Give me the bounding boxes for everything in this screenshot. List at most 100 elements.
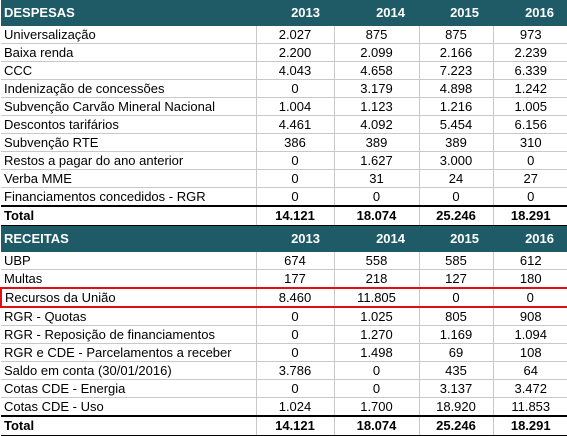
row-value: 8.460 bbox=[255, 287, 334, 308]
section-title: RECEITAS bbox=[1, 225, 256, 252]
row-label: Saldo em conta (30/01/2016) bbox=[1, 361, 256, 380]
row-value: 2.200 bbox=[255, 43, 334, 62]
total-label: Total bbox=[1, 205, 256, 226]
row-value: 2.166 bbox=[418, 43, 493, 62]
row-value: 2.027 bbox=[255, 26, 334, 44]
year-header: 2014 bbox=[334, 0, 419, 26]
data-row: Cotas CDE - Uso 1.024 1.700 18.920 11.853 bbox=[1, 397, 567, 417]
year-header: 2014 bbox=[334, 225, 419, 252]
total-label: Total bbox=[1, 415, 256, 436]
total-value: 25.246 bbox=[418, 415, 493, 436]
row-value: 805 bbox=[418, 307, 493, 326]
total-value: 18.074 bbox=[333, 415, 419, 436]
row-value: 4.092 bbox=[333, 115, 419, 134]
row-value: 1.498 bbox=[333, 343, 419, 362]
row-label: Multas bbox=[1, 269, 256, 289]
row-value: 389 bbox=[418, 133, 493, 152]
data-row: RGR e CDE - Parcelamentos a receber 0 1.49… bbox=[1, 343, 567, 362]
row-label: Universalização bbox=[1, 26, 256, 44]
row-value: 0 bbox=[255, 151, 334, 170]
row-label: Baixa renda bbox=[1, 43, 256, 62]
total-row: Total 14.121 18.074 25.246 18.291 bbox=[1, 205, 567, 226]
row-value: 875 bbox=[418, 26, 493, 44]
data-row: Financiamentos concedidos - RGR 0 0 0 0 bbox=[1, 187, 567, 207]
row-value: 4.898 bbox=[418, 79, 493, 98]
row-label: RGR - Quotas bbox=[1, 307, 256, 326]
year-header: 2013 bbox=[256, 225, 334, 252]
row-value: 386 bbox=[255, 133, 334, 152]
year-header: 2015 bbox=[419, 225, 493, 252]
row-value: 612 bbox=[492, 252, 567, 270]
row-value: 0 bbox=[255, 169, 334, 188]
row-value: 0 bbox=[418, 287, 493, 308]
row-value: 1.216 bbox=[418, 97, 493, 116]
row-value: 3.179 bbox=[333, 79, 419, 98]
row-label: RGR e CDE - Parcelamentos a receber bbox=[1, 343, 256, 362]
row-label: Verba MME bbox=[1, 169, 256, 188]
row-value: 2.099 bbox=[333, 43, 419, 62]
row-value: 31 bbox=[333, 169, 419, 188]
row-value: 389 bbox=[333, 133, 419, 152]
row-value: 3.786 bbox=[255, 361, 334, 380]
row-label: Subvenção RTE bbox=[1, 133, 256, 152]
row-value: 2.239 bbox=[492, 43, 567, 62]
data-row: Universalização 2.027 875 875 973 bbox=[1, 26, 567, 44]
row-value: 0 bbox=[492, 151, 567, 170]
row-value: 0 bbox=[418, 187, 493, 207]
row-value: 1.005 bbox=[492, 97, 567, 116]
row-label: Indenização de concessões bbox=[1, 79, 256, 98]
row-value: 1.123 bbox=[333, 97, 419, 116]
row-value: 177 bbox=[255, 269, 334, 289]
row-value: 108 bbox=[492, 343, 567, 362]
row-value: 1.094 bbox=[492, 325, 567, 344]
total-value: 25.246 bbox=[418, 205, 493, 226]
row-label: Financiamentos concedidos - RGR bbox=[1, 187, 256, 207]
row-value: 18.920 bbox=[418, 397, 493, 417]
data-row: UBP 674 558 585 612 bbox=[1, 252, 567, 270]
row-value: 11.805 bbox=[333, 287, 419, 308]
row-label: Restos a pagar do ano anterior bbox=[1, 151, 256, 170]
row-value: 0 bbox=[333, 361, 419, 380]
row-value: 0 bbox=[255, 307, 334, 326]
row-value: 0 bbox=[492, 287, 567, 308]
row-label: Descontos tarifários bbox=[1, 115, 256, 134]
row-value: 3.472 bbox=[492, 379, 567, 398]
year-header: 2016 bbox=[493, 225, 567, 252]
row-value: 674 bbox=[255, 252, 334, 270]
row-label: Subvenção Carvão Mineral Nacional bbox=[1, 97, 256, 116]
row-value: 0 bbox=[492, 187, 567, 207]
row-label: Cotas CDE - Uso bbox=[1, 397, 256, 417]
row-value: 0 bbox=[255, 79, 334, 98]
data-row: Restos a pagar do ano anterior 0 1.627 3.00… bbox=[1, 151, 567, 170]
total-row: Total 14.121 18.074 25.246 18.291 bbox=[1, 415, 567, 436]
total-value: 14.121 bbox=[255, 205, 334, 226]
data-row: Indenização de concessões 0 3.179 4.898 1.24… bbox=[1, 79, 567, 98]
row-value: 1.270 bbox=[333, 325, 419, 344]
total-value: 18.291 bbox=[492, 415, 567, 436]
row-value: 7.223 bbox=[418, 61, 493, 80]
row-value: 1.700 bbox=[333, 397, 419, 417]
row-value: 127 bbox=[418, 269, 493, 289]
row-value: 1.627 bbox=[333, 151, 419, 170]
row-label: CCC bbox=[1, 61, 256, 80]
row-value: 908 bbox=[492, 307, 567, 326]
row-value: 1.242 bbox=[492, 79, 567, 98]
row-label: RGR - Reposição de financiamentos bbox=[1, 325, 256, 344]
data-row: Recursos da União 8.460 11.805 0 0 bbox=[0, 287, 567, 308]
row-value: 4.461 bbox=[255, 115, 334, 134]
data-row: Cotas CDE - Energia 0 0 3.137 3.472 bbox=[1, 379, 567, 398]
row-value: 6.156 bbox=[492, 115, 567, 134]
total-value: 14.121 bbox=[255, 415, 334, 436]
row-value: 11.853 bbox=[492, 397, 567, 417]
row-value: 24 bbox=[418, 169, 493, 188]
year-header: 2016 bbox=[493, 0, 567, 26]
data-row: CCC 4.043 4.658 7.223 6.339 bbox=[1, 61, 567, 80]
section-header: DESPESAS 2013 2014 2015 2016 bbox=[1, 0, 567, 26]
data-row: Subvenção RTE 386 389 389 310 bbox=[1, 133, 567, 152]
row-value: 3.137 bbox=[418, 379, 493, 398]
row-value: 558 bbox=[333, 252, 419, 270]
row-value: 218 bbox=[333, 269, 419, 289]
data-row: RGR - Quotas 0 1.025 805 908 bbox=[1, 307, 567, 326]
data-row: Baixa renda 2.200 2.099 2.166 2.239 bbox=[1, 43, 567, 62]
